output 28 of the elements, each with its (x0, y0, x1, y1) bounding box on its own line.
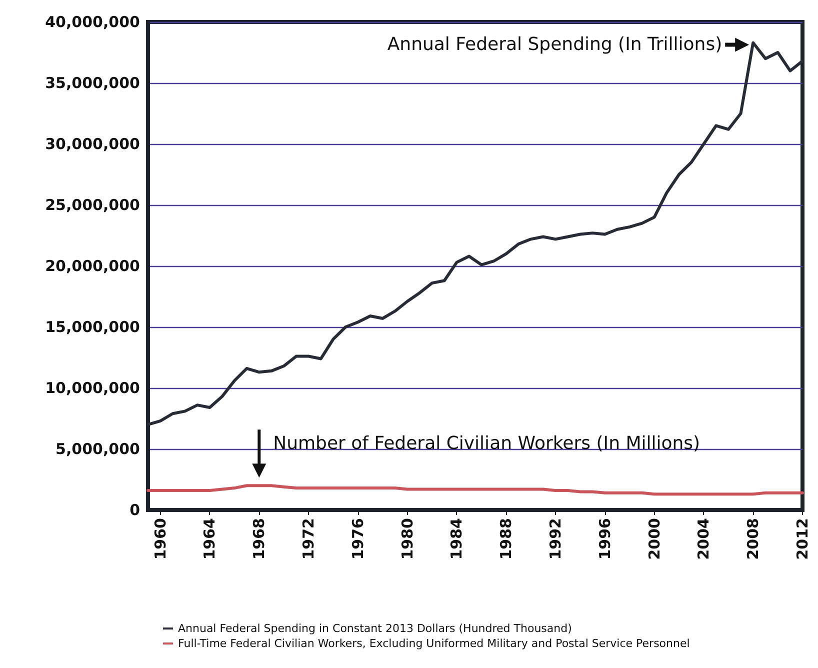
y-tick-label: 25,000,000 (45, 196, 140, 214)
y-tick-label: 5,000,000 (56, 440, 140, 458)
x-tick-label: 1996 (596, 518, 614, 560)
x-tick-label: 1972 (300, 518, 318, 560)
y-tick-label: 40,000,000 (45, 13, 140, 31)
x-tick-label: 1988 (497, 518, 516, 560)
x-tick-label: 2008 (744, 518, 762, 560)
x-tick-label: 1992 (546, 518, 565, 560)
x-tick-label: 1960 (151, 518, 170, 560)
x-tick-label: 1964 (200, 518, 219, 560)
y-tick-label: 20,000,000 (45, 257, 140, 275)
x-tick-label: 1984 (448, 518, 466, 560)
x-tick-label: 1968 (250, 518, 268, 560)
y-tick-label: 0 (130, 501, 140, 519)
x-tick-label: 2004 (694, 518, 713, 560)
y-tick-label: 35,000,000 (45, 74, 140, 92)
y-tick-label: 15,000,000 (45, 318, 140, 336)
annotation: Number of Federal Civilian Workers (In Millions) (273, 433, 700, 454)
line-series (146, 484, 804, 496)
x-tick-label: 1976 (348, 518, 367, 560)
annotation: Annual Federal Spending (In Trillions) (387, 34, 722, 56)
x-tick-label: 1980 (398, 518, 416, 560)
y-tick-label: 10,000,000 (45, 379, 140, 397)
x-tick-label: 2000 (645, 518, 664, 560)
y-tick-label: 30,000,000 (45, 135, 140, 153)
legend-label: Full-Time Federal Civilian Workers, Excluding Uniformed Military and Postal Service Personnel (178, 637, 690, 650)
x-tick-label: 2012 (794, 518, 812, 560)
legend-label: Annual Federal Spending in Constant 2013 Dollars (Hundred Thousand) (178, 622, 572, 635)
